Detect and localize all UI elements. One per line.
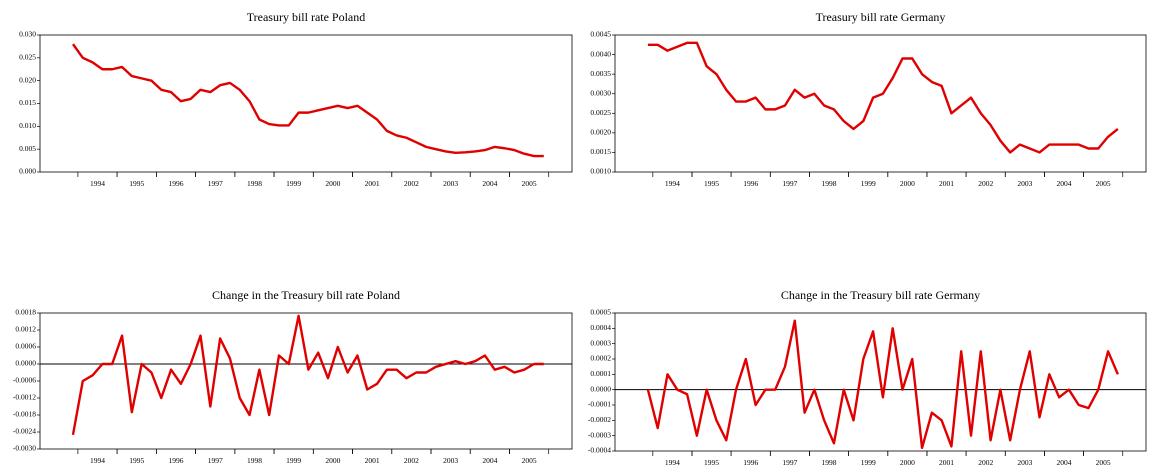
y-tick-label: 0.020 [19,75,36,84]
x-tick-label: 2001 [365,179,380,188]
x-tick-label: 2005 [522,456,537,465]
plot-frame [39,312,573,450]
y-tick-label: -0.0002 [588,415,611,424]
x-tick-label: 2005 [1096,179,1111,188]
chart-title: Treasury bill rate Poland [247,10,366,24]
y-tick-label: 0.0001 [590,369,611,378]
x-tick-label: 1996 [168,179,183,188]
x-tick-label: 2000 [900,458,915,465]
x-tick-label: 2003 [1017,458,1032,465]
data-line [71,314,544,436]
x-tick-label: 2003 [443,456,458,465]
y-tick-label: 0.000 [19,167,36,176]
chart-title: Change in the Treasury bill rate Germany [781,288,980,302]
x-tick-label: 1995 [129,179,144,188]
y-tick-label: 0.0002 [590,354,611,363]
y-tick-label: 0.010 [19,121,36,130]
plot-frame [614,34,1147,173]
x-tick-label: 1995 [704,179,719,188]
x-tick-label: 1994 [665,179,680,188]
data-line [72,43,544,158]
x-tick-label: 2000 [325,456,340,465]
x-tick-label: 1999 [861,458,876,465]
x-tick-label: 1998 [822,179,837,188]
y-tick-label: 0.015 [19,98,36,107]
y-tick-label: -0.0003 [588,430,611,439]
y-tick-label: 0.0020 [590,128,611,137]
x-tick-label: 1998 [822,458,837,465]
x-tick-label: 1997 [782,179,797,188]
data-line [647,41,1119,154]
y-tick-label: 0.0045 [590,30,611,39]
x-tick-label: 2001 [365,456,380,465]
x-tick-label: 1996 [743,179,758,188]
y-tick-label: 0.0040 [590,49,611,58]
y-tick-label: 0.005 [19,144,36,153]
x-tick-label: 2001 [939,179,954,188]
x-tick-label: 1999 [286,456,301,465]
y-tick-label: 0.0000 [15,359,36,368]
x-tick-label: 2004 [482,179,497,188]
x-tick-label: 2004 [1057,179,1072,188]
x-tick-label: 1997 [208,179,223,188]
x-tick-label: 1994 [665,458,680,465]
x-tick-label: 2002 [404,456,419,465]
y-tick-label: 0.0018 [15,308,36,317]
y-tick-label: 0.030 [19,30,36,39]
y-tick-label: 0.0005 [590,308,611,317]
y-tick-label: 0.0025 [590,108,611,117]
x-tick-label: 1999 [861,179,876,188]
x-tick-label: 1997 [208,456,223,465]
x-tick-label: 2003 [1017,179,1032,188]
x-tick-label: 2004 [482,456,497,465]
y-tick-label: 0.0035 [590,69,611,78]
x-tick-label: 2000 [900,179,915,188]
x-tick-label: 2002 [978,179,993,188]
y-tick-label: 0.0010 [590,167,611,176]
x-tick-label: 1996 [168,456,183,465]
x-tick-label: 1994 [90,456,105,465]
y-tick-label: -0.0001 [588,400,611,409]
y-tick-label: -0.0006 [13,376,36,385]
y-tick-label: 0.0012 [15,325,36,334]
y-tick-label: -0.0004 [588,446,611,455]
x-tick-label: 2005 [1096,458,1111,465]
y-tick-label: 0.0006 [15,342,36,351]
y-tick-label: 0.0000 [590,384,611,393]
x-tick-label: 1995 [704,458,719,465]
x-tick-label: 2000 [325,179,340,188]
y-tick-label: -0.0018 [13,410,36,419]
x-tick-label: 2003 [443,179,458,188]
chart-title: Change in the Treasury bill rate Poland [212,288,400,302]
y-tick-label: -0.0024 [13,427,36,436]
y-tick-label: 0.0003 [590,338,611,347]
x-tick-label: 2002 [404,179,419,188]
data-line [646,319,1119,450]
x-tick-label: 2005 [522,179,537,188]
y-tick-label: 0.025 [19,53,36,62]
x-tick-label: 2004 [1057,458,1072,465]
x-tick-label: 1996 [743,458,758,465]
y-tick-label: 0.0015 [590,147,611,156]
x-tick-label: 1998 [247,456,262,465]
x-tick-label: 2001 [939,458,954,465]
x-tick-label: 1999 [286,179,301,188]
plot-frame [39,34,573,173]
x-tick-label: 1997 [782,458,797,465]
plot-frame [614,312,1147,452]
chart-title: Treasury bill rate Germany [816,10,946,24]
x-tick-label: 2002 [978,458,993,465]
y-tick-label: -0.0030 [13,444,36,453]
x-tick-label: 1994 [90,179,105,188]
y-tick-label: 0.0004 [590,323,611,332]
y-tick-label: -0.0012 [13,393,36,402]
y-tick-label: 0.0030 [590,88,611,97]
x-tick-label: 1998 [247,179,262,188]
x-tick-label: 1995 [129,456,144,465]
